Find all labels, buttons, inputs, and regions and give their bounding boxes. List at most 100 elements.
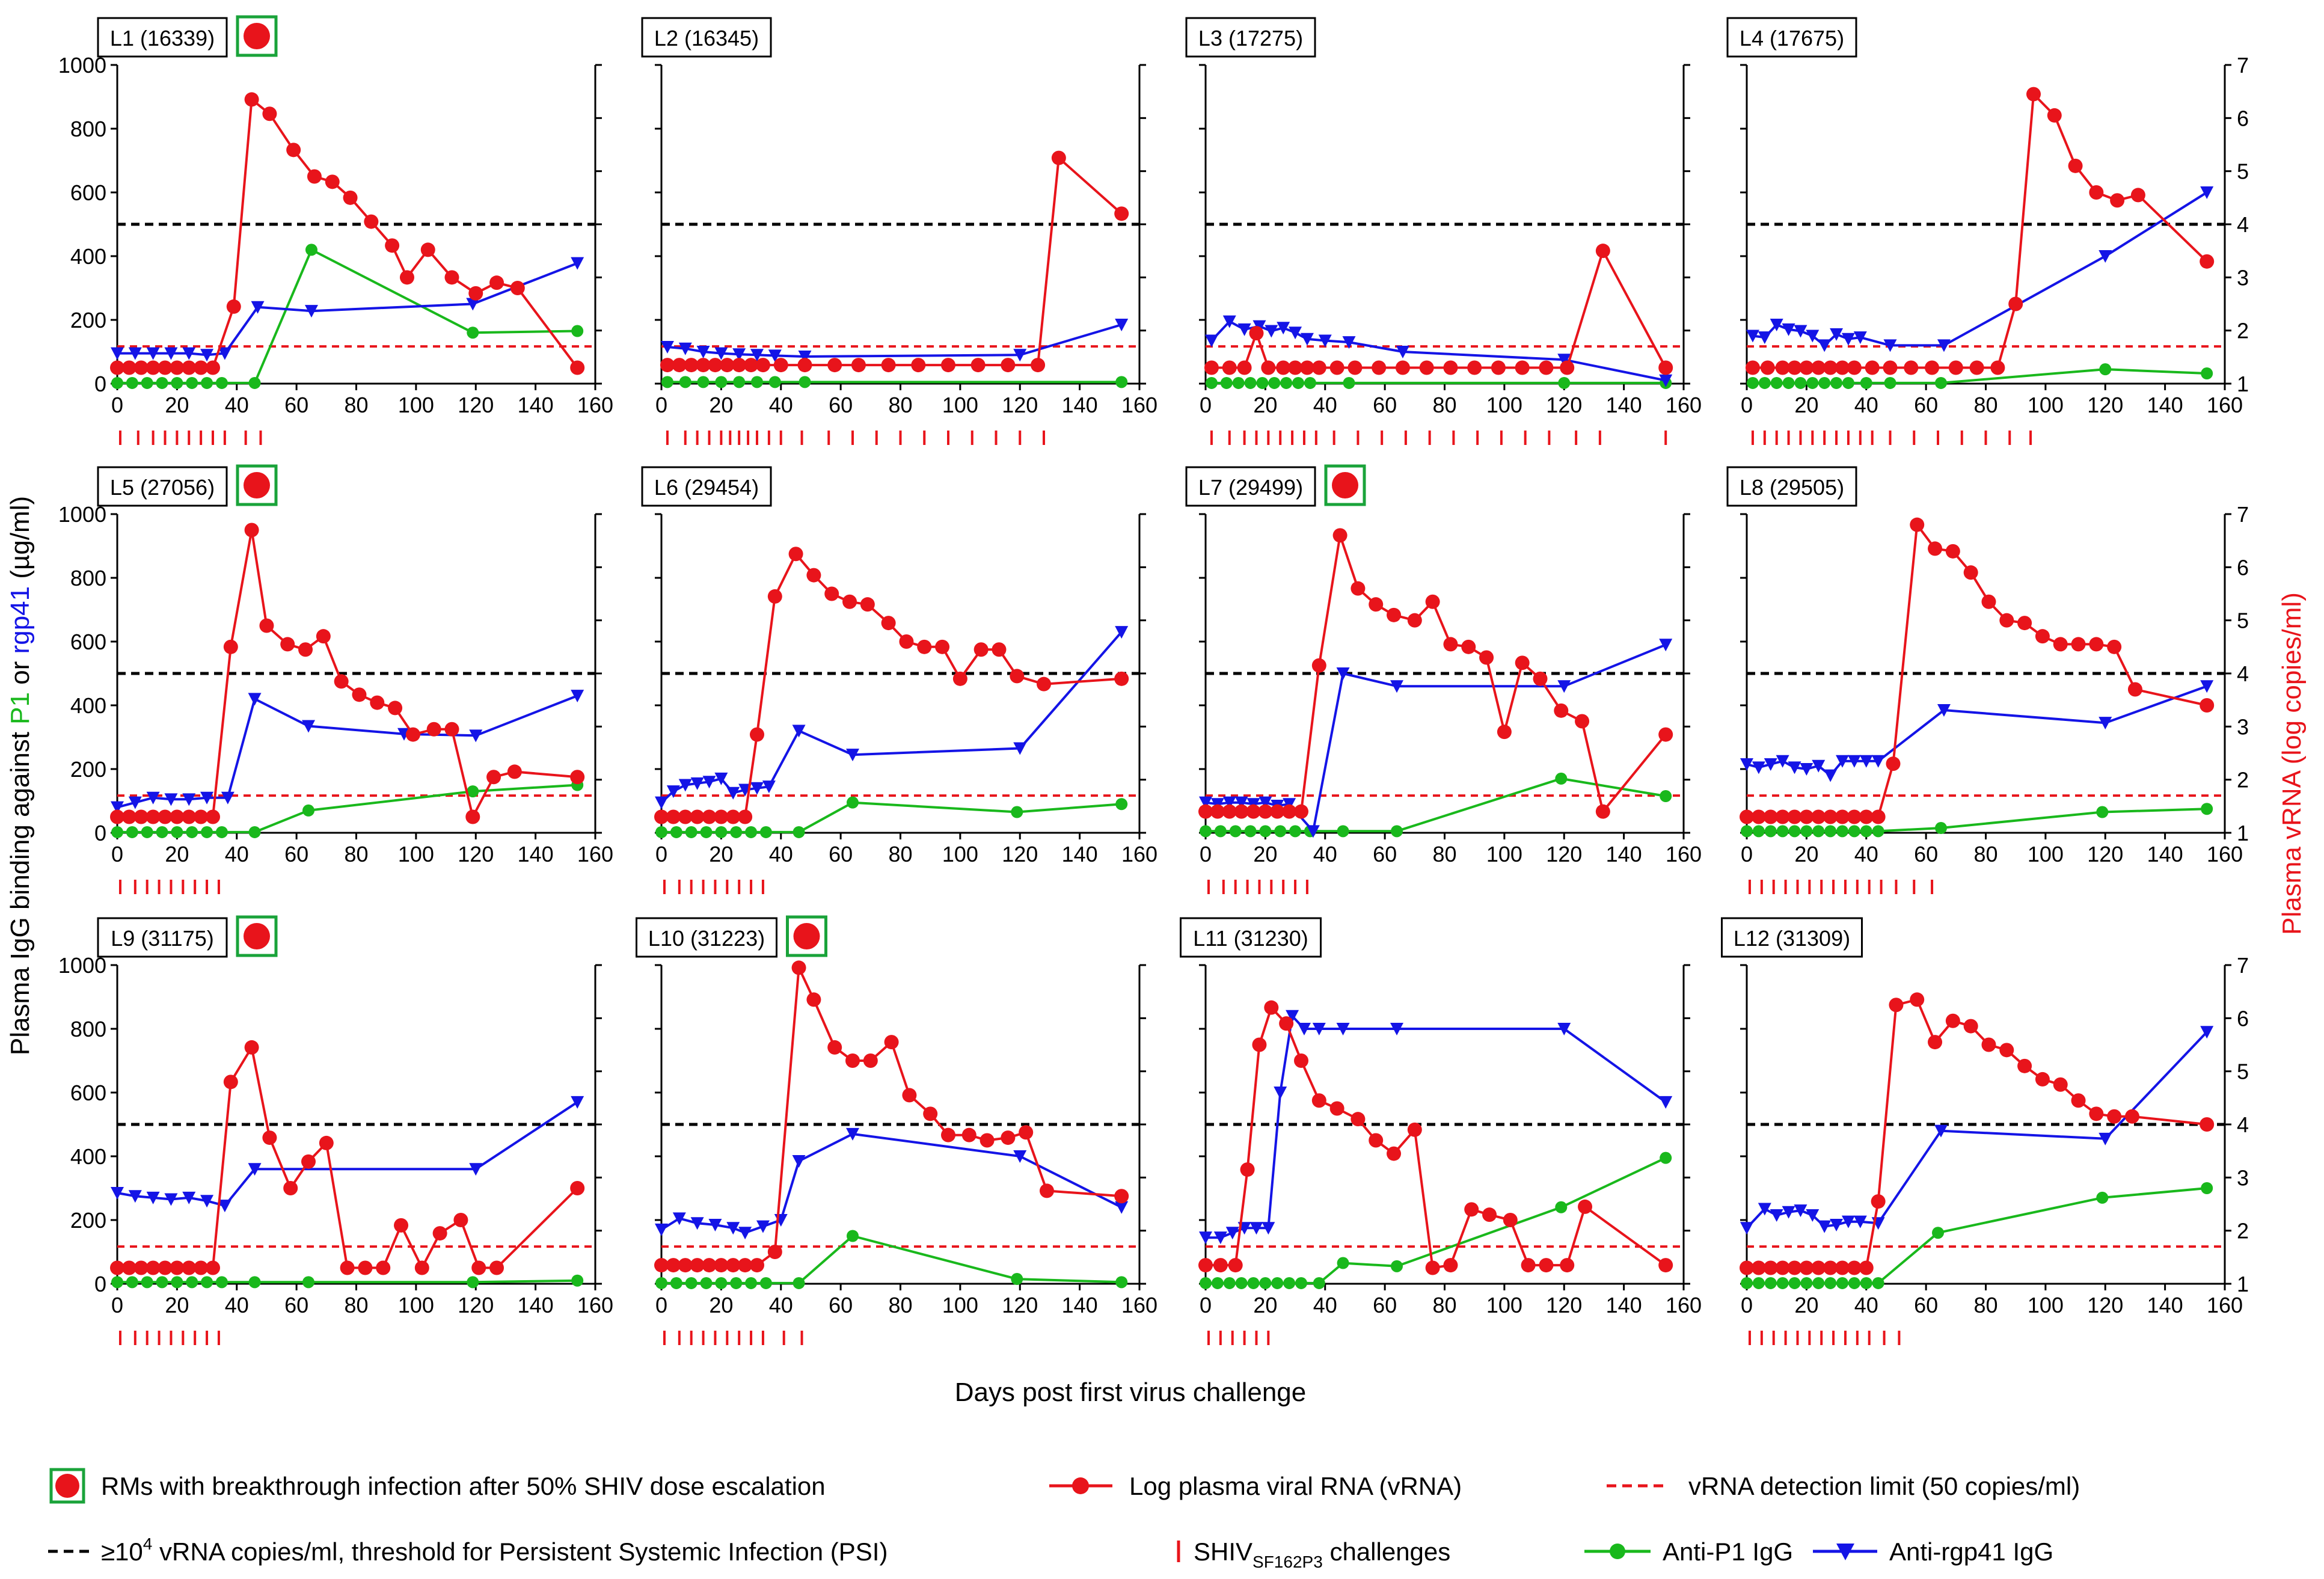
ytick-left-label: 600 <box>70 180 106 205</box>
xtick-label: 80 <box>888 1293 912 1317</box>
xtick-label: 80 <box>1432 1293 1456 1317</box>
vrna-point <box>750 727 764 742</box>
breakthrough-box <box>236 464 278 506</box>
rgp41-point <box>1758 331 1771 345</box>
vrna-point <box>453 1213 468 1227</box>
xtick-label: 20 <box>709 393 733 417</box>
vrna-point <box>1823 360 1838 375</box>
vrna-line <box>661 966 1122 1267</box>
panel-title-box <box>1726 466 1857 507</box>
ytick-right-label: 4 <box>2237 1112 2249 1137</box>
vrna-point <box>2127 682 2142 697</box>
p1-point <box>201 376 213 389</box>
vrna-point <box>2053 637 2068 652</box>
vrna-point <box>110 809 124 824</box>
vrna-point <box>358 1260 373 1275</box>
vrna-point <box>684 358 699 373</box>
rgp41-point <box>304 305 318 318</box>
breakthrough-box <box>786 915 827 957</box>
vrna-point <box>1775 809 1790 824</box>
xtick-label: 20 <box>709 1293 733 1317</box>
panel-title: L11 (31230) <box>1193 926 1308 951</box>
vrna-point <box>973 642 989 657</box>
panel-title: L2 (16345) <box>654 26 759 51</box>
rgp41-point <box>1824 769 1838 782</box>
panel-title-box <box>641 466 772 507</box>
xtick-label: 140 <box>1062 842 1098 866</box>
xtick-label: 100 <box>398 393 434 417</box>
rgp41-point <box>1306 825 1320 838</box>
vrna-point <box>806 992 821 1007</box>
vrna-line <box>1211 250 1667 369</box>
ytick-right-label: 6 <box>2237 106 2249 130</box>
p1-point <box>111 826 123 838</box>
vrna-point <box>405 727 420 742</box>
ylabel-left-rgp41: rgp41 <box>5 586 35 654</box>
rgp41-point <box>146 1191 160 1204</box>
vrna-point <box>827 358 842 373</box>
xtick-label: 100 <box>1486 1293 1522 1317</box>
vrna-point <box>1775 360 1790 375</box>
vrna-point <box>1311 658 1326 673</box>
vrna-point <box>170 360 185 375</box>
panel-title: L8 (29505) <box>1740 475 1844 500</box>
xtick-label: 100 <box>2028 842 2064 866</box>
ytick-left-label: 600 <box>70 1081 106 1105</box>
rgp41-point <box>1222 796 1236 809</box>
vrna-point <box>133 809 149 824</box>
xtick-label: 160 <box>1121 842 1157 866</box>
p1-point <box>1235 1277 1248 1289</box>
rgp41-point <box>1830 328 1844 341</box>
xtick-label: 60 <box>1914 393 1938 417</box>
legend-challenge-pre: SHIV <box>1194 1538 1252 1566</box>
rgp41-point <box>1390 680 1403 693</box>
ytick-left-label: 200 <box>70 757 106 782</box>
vrna-point <box>1871 1194 1886 1209</box>
vrna-point <box>1001 1130 1016 1145</box>
p1-point <box>1806 376 1819 389</box>
vrna-point <box>316 629 331 644</box>
rgp41-point <box>111 347 124 360</box>
panel-title-box <box>1185 466 1316 507</box>
xtick-label: 160 <box>2207 842 2243 866</box>
vrna-point <box>1369 1133 1384 1148</box>
p1-point <box>1115 1276 1128 1289</box>
ylabel-right: Plasma vRNA (log copies/ml) <box>2277 592 2307 935</box>
p1-point <box>2096 1191 2109 1204</box>
panel-6: 0 20 40 60 80 100 120 140 160 L6 (29454) <box>641 466 1157 894</box>
legend-vrna: Log plasma viral RNA (vRNA) <box>1049 1472 1462 1500</box>
vrna-point <box>394 1218 409 1233</box>
vrna-point <box>2035 1072 2050 1087</box>
vrna-point <box>902 1088 917 1103</box>
p1-point <box>2201 367 2213 380</box>
vrna-point <box>146 360 161 375</box>
p1-point <box>700 1277 713 1289</box>
rgp41-point <box>1013 349 1027 362</box>
vrna-point <box>1925 360 1940 375</box>
vrna-point <box>1981 594 1996 609</box>
xtick-label: 160 <box>1666 1293 1702 1317</box>
p1-point <box>1292 376 1305 389</box>
rgp41-point <box>248 1163 262 1176</box>
breakthrough-dot <box>1332 472 1358 498</box>
p1-point <box>697 376 710 388</box>
vrna-point <box>1114 1189 1129 1204</box>
legend-p1-marker <box>1610 1544 1625 1559</box>
vrna-point <box>1246 804 1261 819</box>
vrna-line <box>667 156 1123 367</box>
xtick-label: 60 <box>829 1293 853 1317</box>
rgp41-point <box>1859 755 1873 768</box>
vrna-line <box>1206 1006 1667 1269</box>
ytick-left-label: 0 <box>94 821 106 845</box>
rgp41-point <box>1318 334 1332 348</box>
vrna-point <box>1539 360 1554 375</box>
vrna-point <box>1847 809 1862 824</box>
p1-point <box>302 804 314 817</box>
vrna-point <box>1886 756 1901 771</box>
vrna-point <box>1001 358 1016 373</box>
xtick-label: 80 <box>888 393 912 417</box>
legend-rgp41: Anti-rgp41 IgG <box>1813 1538 2053 1566</box>
vrna-point <box>992 642 1007 657</box>
rgp41-point <box>251 301 265 314</box>
p1-point <box>1860 825 1872 838</box>
